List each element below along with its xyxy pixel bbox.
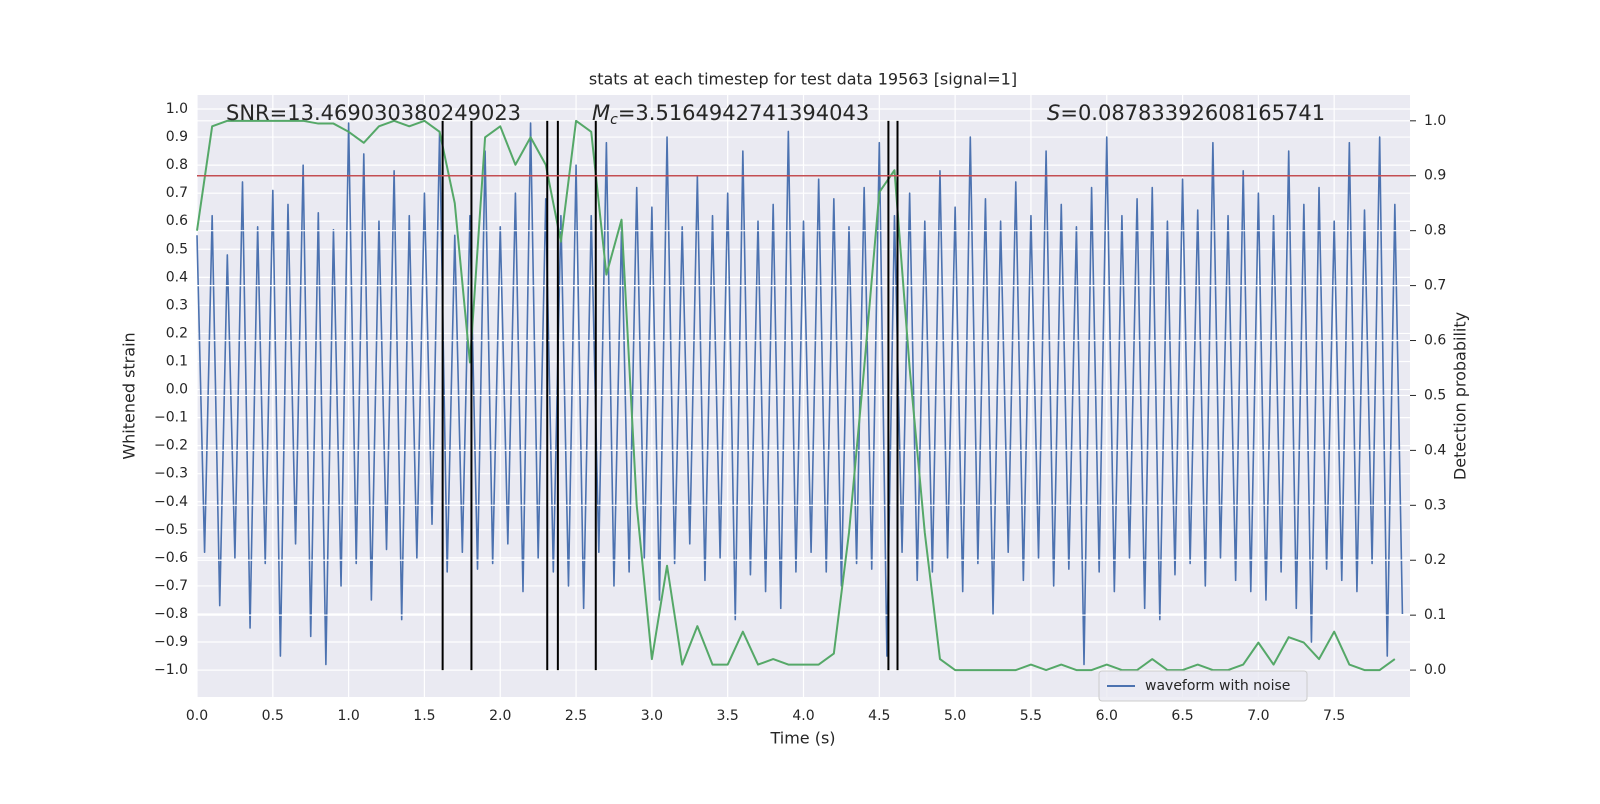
x-tick-label: 7.0	[1247, 708, 1269, 724]
annotation: Mc=3.5164942741394043	[592, 101, 869, 128]
y-tick-label: 0.4	[166, 269, 188, 285]
chart-title: stats at each timestep for test data 195…	[589, 70, 1017, 89]
y2-tick-label: 0.6	[1424, 333, 1446, 349]
x-tick-label: 6.5	[1171, 708, 1193, 724]
y-tick-label: 0.8	[166, 157, 188, 173]
x-tick-label: 2.0	[489, 708, 511, 724]
legend-label: waveform with noise	[1145, 678, 1290, 694]
x-tick-label: 0.5	[262, 708, 284, 724]
x-tick-label: 2.5	[565, 708, 587, 724]
y-tick-label: 0.1	[166, 353, 188, 369]
y-tick-label: −0.9	[154, 634, 188, 650]
y-tick-label: 0.6	[166, 213, 188, 229]
x-tick-label: 6.0	[1096, 708, 1118, 724]
y-tick-label: 0.9	[166, 129, 188, 145]
y-tick-label: −1.0	[154, 662, 188, 678]
y2-tick-label: 0.1	[1424, 607, 1446, 623]
y-tick-label: −0.5	[154, 522, 188, 538]
y2-tick-label: 0.0	[1424, 662, 1446, 678]
x-tick-label: 7.5	[1323, 708, 1345, 724]
y-tick-label: −0.6	[154, 550, 188, 566]
legend: waveform with noise	[1098, 670, 1308, 702]
y2-tick-label: 0.8	[1424, 223, 1446, 239]
x-tick-label: 0.0	[186, 708, 208, 724]
x-tick-label: 5.5	[1020, 708, 1042, 724]
x-tick-label: 1.5	[413, 708, 435, 724]
y2-tick-label: 0.7	[1424, 278, 1446, 294]
annotation-text: SNR=13.469030380249023	[226, 101, 521, 125]
annotation-text: =0.08783392608165741	[1060, 101, 1325, 125]
y-tick-label: −0.8	[154, 606, 188, 622]
y2-tick-label: 1.0	[1424, 113, 1446, 129]
annotation: SNR=13.469030380249023	[226, 101, 521, 125]
annotation: S=0.08783392608165741	[1047, 101, 1325, 125]
x-axis-label: Time (s)	[769, 729, 835, 748]
y-tick-label: 0.2	[166, 325, 188, 341]
y-tick-label: 0.7	[166, 185, 188, 201]
annotation-subscript: c	[610, 112, 618, 128]
annotation-text: =3.5164942741394043	[618, 101, 869, 125]
y2-tick-label: 0.4	[1424, 442, 1446, 458]
y2-tick-label: 0.2	[1424, 552, 1446, 568]
y2-tick-label: 0.9	[1424, 168, 1446, 184]
x-tick-label: 4.0	[792, 708, 814, 724]
series-line	[196, 119, 1396, 672]
y-tick-label: 1.0	[166, 101, 188, 117]
x-tick-label: 4.5	[868, 708, 890, 724]
y-tick-label: 0.0	[166, 382, 188, 398]
legend-box	[1098, 670, 1308, 702]
y2-tick-label: 0.3	[1424, 497, 1446, 513]
y-tick-label: 0.5	[166, 241, 188, 257]
x-tick-label: 5.0	[944, 708, 966, 724]
annotation-symbol: S	[1047, 101, 1060, 125]
x-tick-label: 1.0	[337, 708, 359, 724]
x-tick-label: 3.0	[641, 708, 663, 724]
y-tick-label: −0.2	[154, 438, 188, 454]
y-tick-label: −0.4	[154, 494, 188, 510]
y-tick-label: 0.3	[166, 297, 188, 313]
y2-axis-label: Detection probability	[1451, 312, 1470, 480]
annotation-symbol: M	[592, 101, 610, 125]
y-axis-label: Whitened strain	[120, 332, 139, 459]
y-tick-label: −0.7	[154, 578, 188, 594]
y2-tick-label: 0.5	[1424, 387, 1446, 403]
y-tick-label: −0.1	[154, 410, 188, 426]
x-tick-label: 3.5	[717, 708, 739, 724]
y-tick-label: −0.3	[154, 466, 188, 482]
